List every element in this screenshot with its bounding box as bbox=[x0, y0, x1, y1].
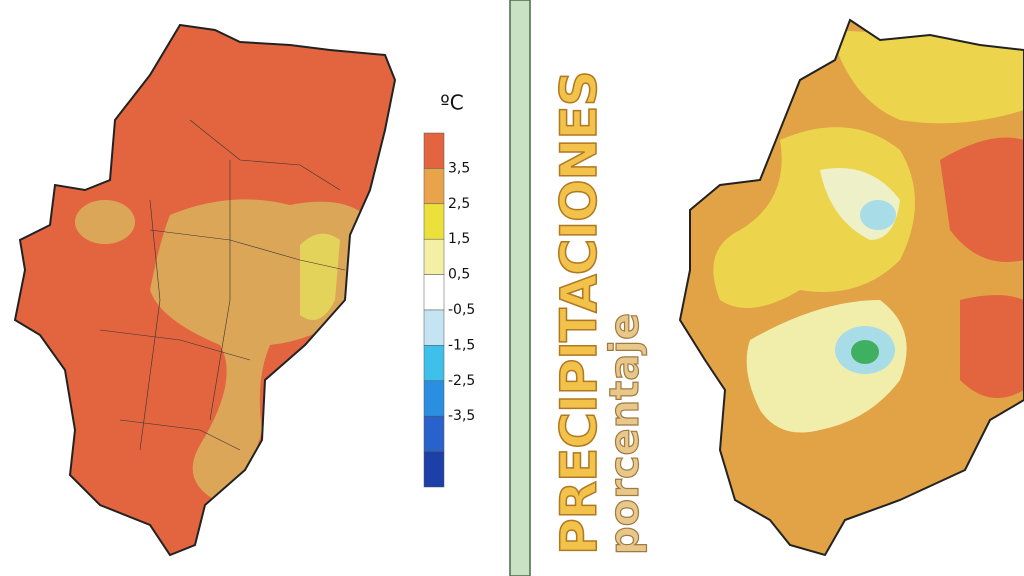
legend-swatch bbox=[423, 168, 445, 205]
panel-subtitle: porcentaje bbox=[602, 313, 648, 555]
legend-swatch bbox=[423, 238, 445, 275]
legend-swatch bbox=[423, 132, 445, 169]
divider bbox=[509, 0, 531, 576]
legend-swatch bbox=[423, 309, 445, 346]
map-outline bbox=[678, 18, 1024, 557]
borders bbox=[99, 119, 346, 451]
legend: 3,5 2,5 1,5 0,5 -0,5 -1,5 -2,5 -3,5 bbox=[423, 132, 475, 488]
legend-label: -3,5 bbox=[448, 408, 475, 424]
legend-label: -2,5 bbox=[448, 373, 475, 389]
legend-unit: ºC bbox=[440, 91, 463, 115]
legend-swatch bbox=[423, 451, 445, 488]
legend-swatch bbox=[423, 415, 445, 452]
legend-label: 0,5 bbox=[448, 267, 470, 283]
legend-label: 2,5 bbox=[448, 196, 470, 212]
legend-label: 3,5 bbox=[448, 160, 470, 176]
map-outline bbox=[13, 23, 397, 557]
legend-swatch bbox=[423, 345, 445, 382]
legend-swatch bbox=[423, 380, 445, 417]
legend-swatch bbox=[423, 274, 445, 311]
legend-label: 1,5 bbox=[448, 231, 470, 247]
legend-label: -0,5 bbox=[448, 302, 475, 318]
legend-label: -1,5 bbox=[448, 337, 475, 353]
panel-title: PRECIPITACIONES bbox=[550, 71, 608, 555]
legend-swatch bbox=[423, 203, 445, 240]
